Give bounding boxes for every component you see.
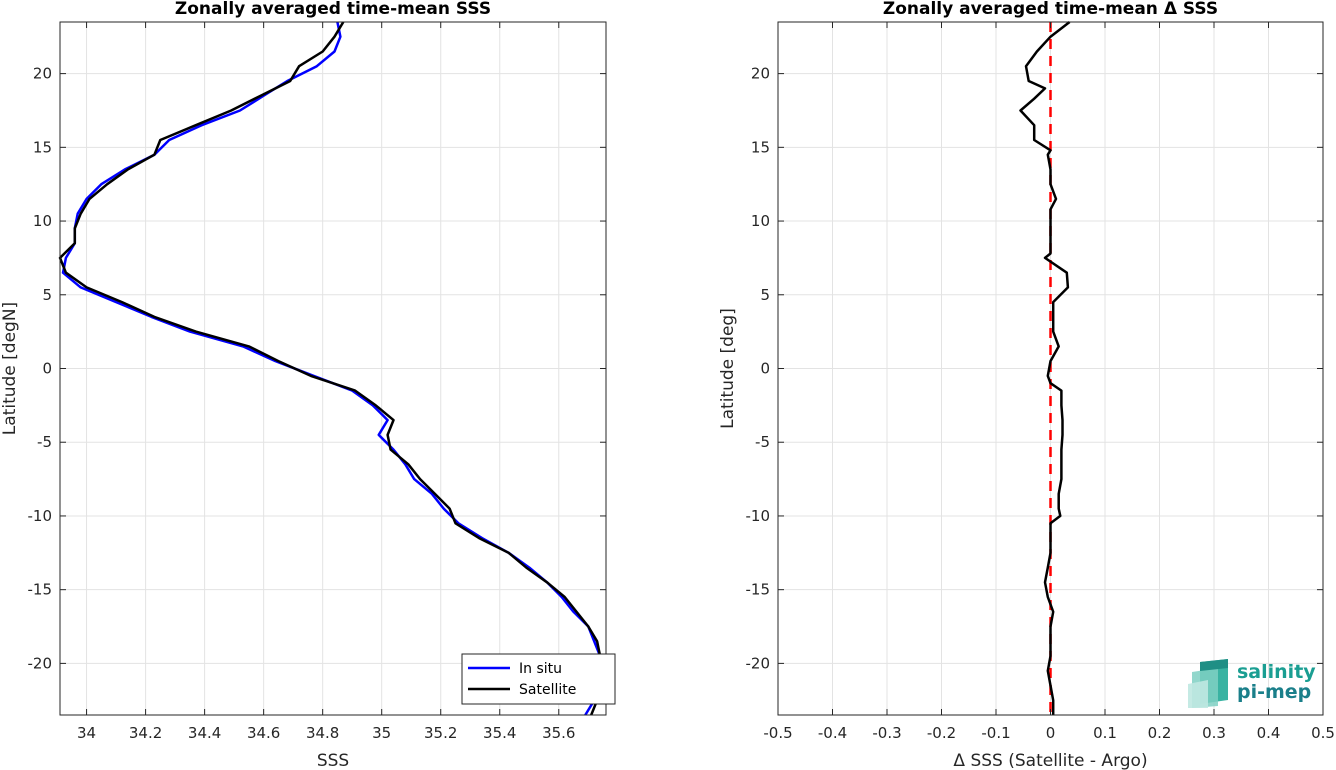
x-tick-label: 34.2 bbox=[129, 724, 162, 742]
x-tick-label: -0.1 bbox=[981, 724, 1010, 742]
legend-entry: Satellite bbox=[519, 682, 576, 698]
x-tick-label: 0 bbox=[1046, 724, 1056, 742]
y-axis-label: Latitude [degN] bbox=[0, 302, 20, 435]
y-tick-label: -5 bbox=[37, 433, 52, 451]
x-tick-label: 35 bbox=[372, 724, 391, 742]
x-tick-label: 34.8 bbox=[306, 724, 339, 742]
chart-title: Zonally averaged time-mean Δ SSS bbox=[883, 0, 1218, 19]
y-tick-label: 10 bbox=[751, 212, 770, 230]
y-tick-label: 0 bbox=[760, 360, 770, 378]
x-tick-label: -0.2 bbox=[927, 724, 956, 742]
x-tick-label: 34 bbox=[77, 724, 96, 742]
salinity-logo-icon bbox=[1188, 659, 1228, 708]
x-tick-label: 35.2 bbox=[424, 724, 457, 742]
x-tick-label: 35.6 bbox=[542, 724, 575, 742]
y-tick-label: 20 bbox=[751, 65, 770, 83]
legend-box bbox=[461, 653, 616, 705]
y-tick-label: 10 bbox=[33, 212, 52, 230]
series-line-0 bbox=[1019, 21, 1071, 715]
x-axis-label: SSS bbox=[317, 751, 349, 770]
y-tick-label: 0 bbox=[42, 360, 52, 378]
x-tick-label: 34.4 bbox=[188, 724, 221, 742]
y-tick-label: -20 bbox=[28, 654, 53, 672]
y-tick-label: -15 bbox=[28, 581, 53, 599]
x-tick-label: 0.5 bbox=[1311, 724, 1335, 742]
x-tick-label: -0.4 bbox=[818, 724, 847, 742]
y-tick-label: 5 bbox=[42, 286, 52, 304]
y-tick-label: -20 bbox=[746, 654, 771, 672]
y-tick-label: -15 bbox=[746, 581, 771, 599]
x-tick-label: -0.3 bbox=[872, 724, 901, 742]
x-tick-label: 0.2 bbox=[1148, 724, 1172, 742]
panel-sss: 34 34.2 34.4 34.6 34.8 35 35.2 35.4 35.6 20 15 10 5 0… bbox=[0, 0, 616, 770]
logo: salinity pi-mep bbox=[1188, 659, 1316, 708]
x-tick-label: 0.3 bbox=[1202, 724, 1226, 742]
y-tick-label: 15 bbox=[33, 138, 52, 156]
legend: In situ Satellite bbox=[461, 653, 616, 705]
x-tick-label: 0.1 bbox=[1093, 724, 1117, 742]
x-tick-label: 35.4 bbox=[483, 724, 516, 742]
chart-title: Zonally averaged time-mean SSS bbox=[175, 0, 491, 19]
y-tick-label: 5 bbox=[760, 286, 770, 304]
x-tick-label: -0.5 bbox=[763, 724, 792, 742]
logo-line1: salinity bbox=[1237, 661, 1316, 683]
y-tick-label: -10 bbox=[746, 507, 771, 525]
y-axis-label: Latitude [deg] bbox=[718, 308, 738, 429]
panel-delta-sss: -0.5 -0.4 -0.3 -0.2 -0.1 0 0.1 0.2 0.3 0.4 0.5 20 15… bbox=[718, 0, 1335, 770]
series-line-1 bbox=[58, 21, 605, 716]
y-tick-label: -10 bbox=[28, 507, 53, 525]
y-tick-label: 20 bbox=[33, 65, 52, 83]
y-tick-label: 15 bbox=[751, 138, 770, 156]
logo-line2: pi-mep bbox=[1237, 681, 1311, 703]
legend-entry: In situ bbox=[519, 661, 562, 677]
x-tick-label: 0.4 bbox=[1257, 724, 1281, 742]
y-tick-label: -5 bbox=[755, 433, 770, 451]
x-tick-label: 34.6 bbox=[247, 724, 280, 742]
x-axis-label: Δ SSS (Satellite - Argo) bbox=[953, 751, 1147, 770]
